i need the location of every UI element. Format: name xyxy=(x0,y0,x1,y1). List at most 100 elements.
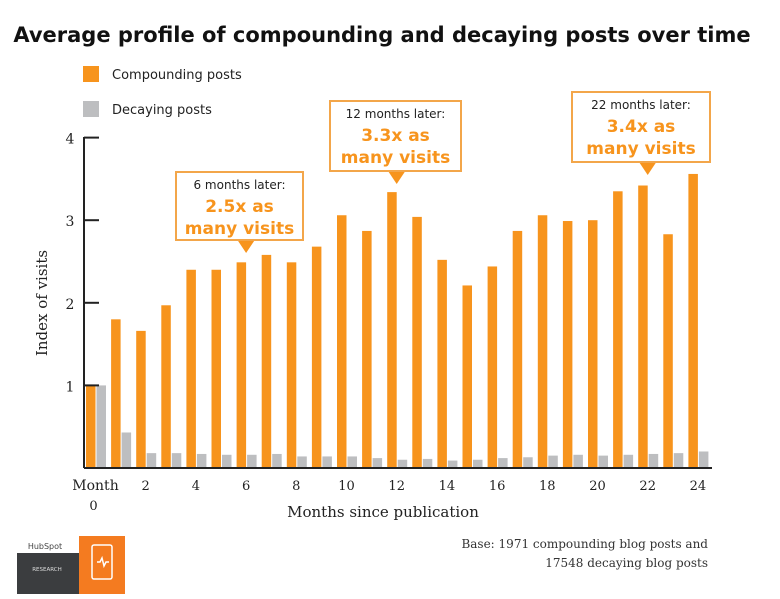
decaying-bar-month-14 xyxy=(447,460,458,468)
callout-multiplier: 3.3x as xyxy=(361,126,430,146)
decaying-bar-month-13 xyxy=(422,458,433,468)
legend: Compounding posts Decaying posts xyxy=(83,66,242,118)
compounding-bar-month-15 xyxy=(462,285,472,468)
compounding-bar-month-4 xyxy=(186,269,196,468)
compounding-bar-month-13 xyxy=(412,216,422,468)
x-tick-label: 6 xyxy=(242,479,250,494)
compounding-bar-month-8 xyxy=(286,262,297,468)
callout-visits: many visits xyxy=(185,219,294,239)
x-tick-label: 12 xyxy=(388,479,405,494)
compounding-bar-month-9 xyxy=(311,246,322,468)
y-tick-label: 2 xyxy=(66,297,75,313)
compounding-bar-month-23 xyxy=(663,234,673,468)
decaying-bar-month-3 xyxy=(171,453,182,468)
callout-visits: many visits xyxy=(341,148,450,168)
decaying-bar-month-12 xyxy=(397,459,408,468)
decaying-bar-month-5 xyxy=(222,454,232,468)
x-tick-label: 20 xyxy=(589,479,606,494)
callout-caption: 22 months later: xyxy=(591,98,691,112)
decaying-bar-month-24 xyxy=(698,451,709,468)
x-tick-label: Month xyxy=(72,478,118,494)
compounding-bar-month-5 xyxy=(211,269,221,468)
compounding-bar-month-11 xyxy=(362,230,372,468)
legend-label: Compounding posts xyxy=(112,68,242,83)
pulse-icon xyxy=(97,555,109,569)
y-tick-label: 3 xyxy=(66,214,75,230)
x-axis-label: Months since publication xyxy=(287,503,479,521)
logo-brand: HubSpot xyxy=(28,542,62,551)
chart-title: Average profile of compounding and decay… xyxy=(13,23,750,47)
decaying-bar-month-15 xyxy=(473,459,483,468)
decaying-bar-month-11 xyxy=(372,458,383,468)
compounding-bar-month-16 xyxy=(487,266,498,468)
logo-dark-block xyxy=(17,552,79,594)
legend-swatch xyxy=(83,66,99,82)
x-tick-label: 14 xyxy=(439,479,456,494)
x-tick-label: 2 xyxy=(142,479,150,494)
clipboard-icon xyxy=(91,544,113,580)
compounding-bar-month-3 xyxy=(161,305,171,468)
compounding-bar-month-6 xyxy=(236,262,247,468)
compounding-bar-month-1 xyxy=(111,319,121,468)
decaying-bar-month-6 xyxy=(247,454,257,468)
compounding-bar-month-14 xyxy=(437,259,447,468)
decaying-bar-month-18 xyxy=(548,455,558,468)
decaying-bar-month-1 xyxy=(121,432,132,468)
compounding-bar-month-12 xyxy=(387,192,397,468)
bars xyxy=(86,173,709,469)
decaying-bar-month-16 xyxy=(498,458,508,468)
hubspot-research-logo: HubSpot RESEARCH xyxy=(17,536,125,594)
callout-pointer xyxy=(639,163,656,175)
x-tick-label: 10 xyxy=(338,479,355,494)
callout-box xyxy=(175,171,304,241)
x-tick-label: 24 xyxy=(690,479,707,494)
compounding-bar-month-0 xyxy=(86,385,96,468)
x-tick-label: 8 xyxy=(292,479,300,494)
compounding-bar-month-19 xyxy=(562,221,573,468)
compounding-bar-month-18 xyxy=(537,215,548,468)
callout-visits: many visits xyxy=(586,139,695,159)
decaying-bar-month-20 xyxy=(598,455,608,468)
logo-sub: RESEARCH xyxy=(32,567,62,573)
x-tick-label: 22 xyxy=(639,479,656,494)
compounding-bar-month-10 xyxy=(337,215,347,468)
decaying-bar-month-21 xyxy=(623,454,634,468)
decaying-bar-month-23 xyxy=(673,453,684,468)
decaying-bar-month-4 xyxy=(196,453,207,468)
base-note-line2: 17548 decaying blog posts xyxy=(545,556,708,570)
decaying-bar-month-10 xyxy=(347,456,357,468)
legend-label: Decaying posts xyxy=(112,103,212,118)
compounding-bar-month-7 xyxy=(261,254,272,468)
decaying-bar-month-17 xyxy=(523,457,533,468)
legend-swatch xyxy=(83,101,99,117)
y-tick-label: 1 xyxy=(66,379,75,395)
compounding-bar-month-2 xyxy=(136,330,146,468)
x-tick-label: 18 xyxy=(539,479,556,494)
x-tick-label: 4 xyxy=(192,479,200,494)
callout-box xyxy=(329,100,462,172)
x-tick-label: 16 xyxy=(489,479,506,494)
callout-caption: 6 months later: xyxy=(193,178,285,192)
callout-multiplier: 3.4x as xyxy=(607,117,676,137)
callout-caption: 12 months later: xyxy=(346,107,446,121)
x-tick-label-line2: 0 xyxy=(89,499,97,514)
decaying-bar-month-8 xyxy=(297,456,307,468)
decaying-bar-month-7 xyxy=(272,453,282,468)
decaying-bar-month-9 xyxy=(322,456,332,468)
callout-multiplier: 2.5x as xyxy=(205,197,274,217)
compounding-bar-month-22 xyxy=(638,185,648,468)
callout-box xyxy=(571,91,711,163)
compounding-bar-month-24 xyxy=(688,173,698,468)
compounding-bar-month-17 xyxy=(512,230,523,468)
decaying-bar-month-2 xyxy=(146,453,157,468)
callout-pointer xyxy=(238,241,255,253)
compounding-bar-month-21 xyxy=(613,191,623,469)
compounding-bar-month-20 xyxy=(588,220,598,468)
